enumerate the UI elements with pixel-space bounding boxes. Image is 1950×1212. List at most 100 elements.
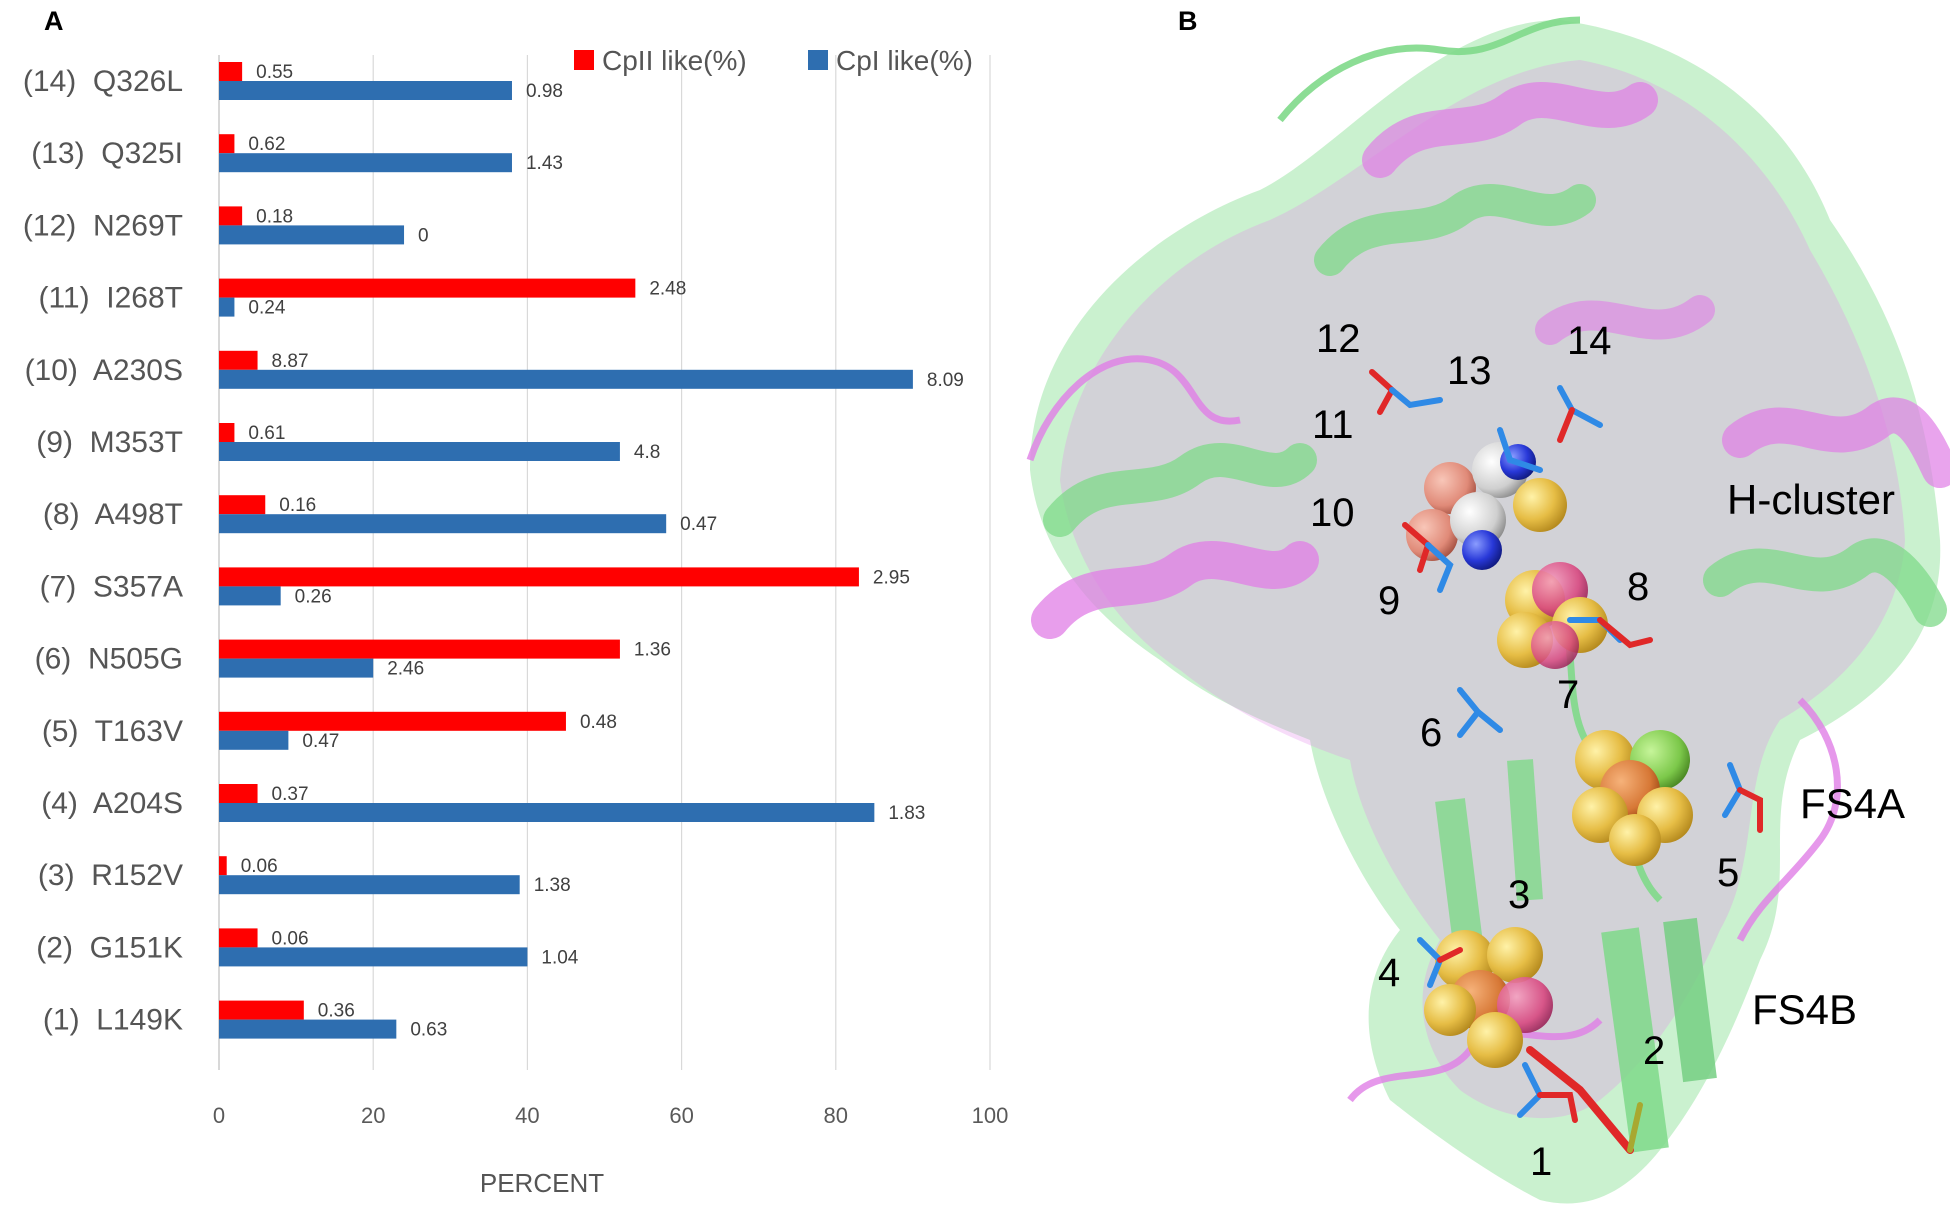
fs4b-sphere-6 bbox=[1467, 1012, 1523, 1068]
category-label: (5) T163V bbox=[42, 715, 183, 748]
data-label-cpi: 0.47 bbox=[680, 514, 717, 535]
bar-cpii bbox=[219, 928, 258, 948]
category-label: (8) A498T bbox=[43, 498, 183, 531]
helix-right-green bbox=[1703, 538, 1947, 627]
data-label-cpi: 0.63 bbox=[410, 1020, 447, 1041]
bar-cpi bbox=[219, 225, 405, 245]
category-label: (13) Q325I bbox=[31, 137, 183, 170]
residue-label-7: 7 bbox=[1557, 673, 1579, 717]
data-label-cpii: 2.48 bbox=[649, 279, 686, 300]
data-label-cpi: 4.8 bbox=[634, 442, 660, 463]
category-label: (2) G151K bbox=[36, 931, 183, 964]
stick-residue-9 bbox=[1425, 542, 1454, 593]
chart-x-tick-labels: 0 20 40 60 80 100 bbox=[213, 1103, 1008, 1128]
data-label-cpi: 2.46 bbox=[387, 659, 424, 680]
residue-label-14: 14 bbox=[1567, 319, 1612, 363]
data-label-cpii: 2.95 bbox=[873, 567, 910, 588]
chart-category-labels: (14) Q326L (13) Q325I (12) N269T (11) I268T… bbox=[23, 65, 183, 1037]
data-label-cpii: 0.61 bbox=[248, 423, 285, 444]
category-label: (10) A230S bbox=[25, 354, 183, 387]
x-tick-label: 0 bbox=[213, 1103, 225, 1128]
residue-label-5: 5 bbox=[1717, 851, 1739, 895]
data-label-cpi: 1.43 bbox=[526, 153, 563, 174]
residue-labels: 1 2 3 4 5 6 7 8 9 10 11 12 13 14 bbox=[1310, 317, 1739, 1184]
residue-label-11: 11 bbox=[1312, 403, 1354, 447]
legend-swatch-cpi bbox=[808, 50, 828, 70]
bar-cpii bbox=[219, 278, 636, 298]
stick-residue-4b bbox=[1437, 947, 1463, 963]
bar-cpi bbox=[219, 153, 512, 173]
legend-label-cpi: CpI like(%) bbox=[836, 45, 973, 76]
bar-cpii bbox=[219, 784, 258, 803]
chart-data-labels: 0.55 0.98 0.62 1.43 0.18 0 2.48 0.24 8.87 8.09 0.6… bbox=[241, 62, 964, 1041]
sphere-salmon-2 bbox=[1406, 509, 1458, 561]
stick-residue-14b bbox=[1557, 407, 1575, 443]
data-label-cpi: 1.38 bbox=[534, 875, 571, 896]
bar-cpi bbox=[219, 803, 875, 822]
category-label: (4) A204S bbox=[41, 787, 183, 820]
residue-label-8: 8 bbox=[1627, 565, 1649, 609]
strand-bottom-2 bbox=[1663, 917, 1717, 1083]
sphere-yellow-h1 bbox=[1513, 478, 1567, 532]
sphere-blue-2 bbox=[1462, 530, 1502, 570]
fs4a-sphere-6 bbox=[1609, 814, 1661, 866]
fs4b-cluster bbox=[1424, 927, 1553, 1068]
sphere-pink-h2 bbox=[1531, 621, 1579, 669]
chart-legend: CpII like(%) CpI like(%) bbox=[574, 45, 973, 76]
bar-cpii bbox=[219, 423, 235, 442]
bar-cpii bbox=[219, 350, 258, 370]
data-label-cpii: 0.16 bbox=[279, 495, 316, 516]
data-label-cpi: 1.83 bbox=[888, 803, 925, 824]
residue-sticks bbox=[1369, 369, 1763, 1154]
bar-cpi bbox=[219, 442, 620, 461]
data-label-cpii: 1.36 bbox=[634, 640, 671, 661]
bar-cpii bbox=[219, 1000, 304, 1020]
data-label-cpi: 1.04 bbox=[541, 947, 578, 968]
stick-residue-11 bbox=[1389, 387, 1443, 409]
category-label: (6) N505G bbox=[35, 643, 183, 676]
stick-residue-2b bbox=[1627, 1102, 1643, 1153]
category-label: (3) R152V bbox=[38, 859, 183, 892]
data-label-cpi: 8.09 bbox=[927, 370, 964, 391]
helix-left bbox=[1031, 541, 1319, 639]
bar-cpii bbox=[219, 856, 227, 876]
fs4b-sphere-2 bbox=[1487, 927, 1543, 983]
residue-label-4: 4 bbox=[1378, 951, 1400, 995]
x-tick-label: 60 bbox=[669, 1103, 693, 1128]
data-label-cpi: 0 bbox=[418, 225, 429, 246]
bar-cpii bbox=[219, 567, 859, 587]
legend-label-cpii: CpII like(%) bbox=[602, 45, 747, 76]
residue-label-2: 2 bbox=[1643, 1029, 1665, 1073]
x-tick-label: 100 bbox=[972, 1103, 1009, 1128]
bar-cpi bbox=[219, 730, 289, 750]
bar-cpi bbox=[219, 875, 520, 895]
bar-cpii bbox=[219, 134, 235, 154]
bar-chart: 0.55 0.98 0.62 1.43 0.18 0 2.48 0.24 8.87 8.09 0.6… bbox=[23, 45, 1008, 1198]
bar-cpi bbox=[219, 658, 374, 678]
strand-middle-2 bbox=[1507, 759, 1543, 901]
data-label-cpii: 0.18 bbox=[256, 206, 293, 227]
bar-cpi bbox=[219, 586, 281, 606]
panel-a-letter: A bbox=[44, 6, 64, 36]
panel-b-letter: B bbox=[1178, 6, 1198, 36]
data-label-cpii: 0.55 bbox=[256, 62, 293, 83]
residue-label-3: 3 bbox=[1508, 873, 1530, 917]
data-label-cpii: 8.87 bbox=[272, 351, 309, 372]
category-label: (1) L149K bbox=[43, 1004, 183, 1037]
bar-cpi bbox=[219, 369, 913, 389]
category-label: (11) I268T bbox=[38, 282, 183, 315]
helix-top bbox=[1362, 82, 1658, 178]
data-label-cpii: 0.06 bbox=[241, 856, 278, 877]
residue-label-12: 12 bbox=[1316, 317, 1361, 361]
data-label-cpi: 0.24 bbox=[248, 298, 285, 319]
stick-residue-13 bbox=[1497, 427, 1543, 473]
x-axis-label: PERCENT bbox=[480, 1168, 604, 1198]
residue-label-10: 10 bbox=[1310, 491, 1355, 535]
data-label-cpii: 0.06 bbox=[272, 928, 309, 949]
helix-top-green bbox=[1314, 184, 1596, 276]
data-label-cpi: 0.26 bbox=[295, 586, 332, 607]
protein-structure: 1 2 3 4 5 6 7 8 9 10 11 12 13 14 H-clust… bbox=[1026, 16, 1950, 1204]
residue-label-9: 9 bbox=[1378, 579, 1400, 623]
residue-label-6: 6 bbox=[1420, 711, 1442, 755]
